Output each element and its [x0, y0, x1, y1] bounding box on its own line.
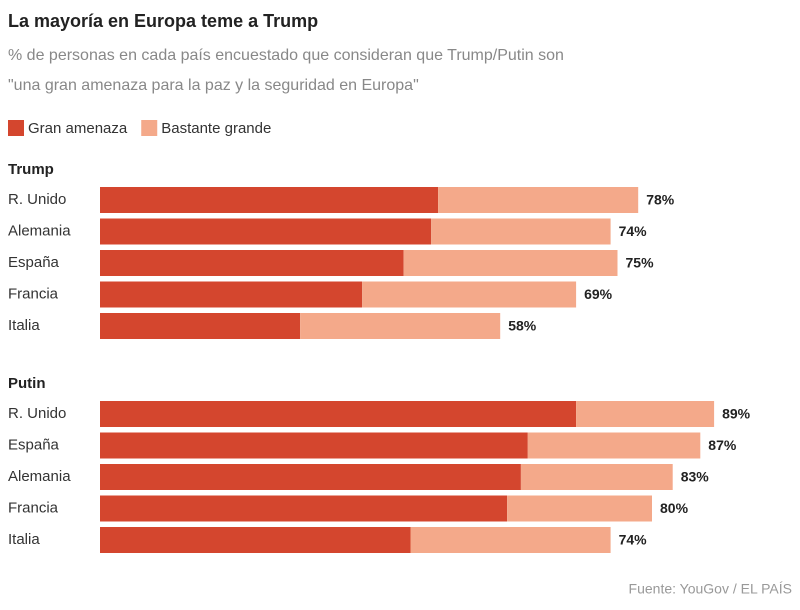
category-label: Francia	[8, 285, 59, 302]
bar-segment	[100, 527, 411, 553]
category-label: R. Unido	[8, 405, 66, 422]
source: Fuente: YouGov / EL PAÍS	[629, 581, 792, 597]
bar-segment	[100, 401, 577, 427]
bar-segment	[362, 281, 577, 308]
panel-title: Putin	[8, 375, 46, 392]
bar-segment	[300, 313, 501, 339]
panel-title: Trump	[8, 161, 54, 178]
legend-swatch	[141, 120, 158, 136]
legend-swatch	[8, 120, 24, 136]
bar-segment	[520, 464, 673, 490]
category-label: Italia	[8, 317, 40, 334]
category-label: R. Unido	[8, 191, 66, 208]
total-label: 78%	[646, 192, 675, 208]
subtitle: % de personas en cada país encuestado qu…	[8, 47, 564, 64]
total-label: 87%	[708, 437, 737, 453]
bar-segment	[100, 464, 521, 490]
bar-segment	[438, 187, 639, 213]
total-label: 75%	[626, 255, 655, 271]
category-label: Francia	[8, 499, 59, 516]
total-label: 58%	[508, 318, 537, 334]
bar-segment	[100, 187, 439, 213]
chart-title: La mayoría en Europa teme a Trump	[8, 11, 318, 31]
bar-segment	[100, 432, 528, 459]
bar-segment	[100, 281, 363, 308]
bar-segment	[507, 495, 652, 522]
total-label: 89%	[722, 406, 751, 422]
bar-segment	[100, 218, 432, 245]
total-label: 74%	[619, 223, 648, 239]
bar-segment	[576, 401, 715, 427]
legend-label: Gran amenaza	[28, 120, 128, 137]
bar-segment	[527, 432, 701, 459]
bar-segment	[100, 313, 301, 339]
legend-label: Bastante grande	[161, 120, 271, 137]
bar-segment	[100, 250, 404, 276]
category-label: España	[8, 254, 60, 271]
bar-segment	[410, 527, 611, 553]
bar-segment	[403, 250, 618, 276]
total-label: 83%	[681, 469, 710, 485]
subtitle: "una gran amenaza para la paz y la segur…	[8, 77, 419, 94]
total-label: 74%	[619, 532, 648, 548]
category-label: Italia	[8, 531, 40, 548]
bar-segment	[100, 495, 508, 522]
category-label: Alemania	[8, 222, 71, 239]
bar-segment	[431, 218, 611, 245]
total-label: 80%	[660, 500, 689, 516]
total-label: 69%	[584, 286, 613, 302]
category-label: Alemania	[8, 468, 71, 485]
category-label: España	[8, 436, 60, 453]
